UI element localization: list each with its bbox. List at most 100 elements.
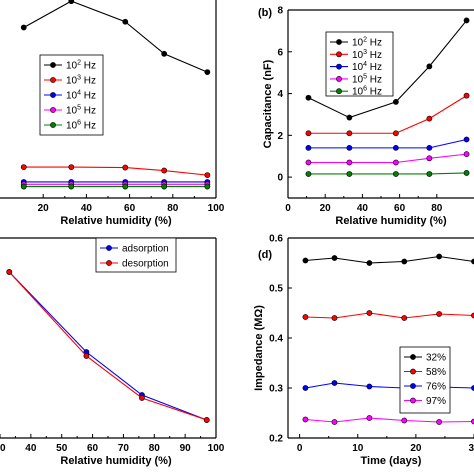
y-tick-label: 6	[277, 47, 283, 58]
legend-label: 106 Hz	[66, 120, 96, 132]
data-point	[305, 130, 312, 137]
data-point	[366, 383, 373, 390]
data-point	[6, 269, 13, 275]
data-point	[302, 314, 309, 320]
series-line	[23, 166, 208, 176]
data-point	[161, 167, 168, 174]
data-point	[68, 183, 75, 190]
legend-label-base: 10	[352, 74, 364, 85]
legend-label-base: 10	[352, 50, 364, 61]
legend-label: 103 Hz	[66, 75, 96, 87]
legend-label-base: 10	[352, 62, 364, 73]
x-tick-label: 60	[87, 443, 99, 454]
axes-frame: 20 40 60 80 100 Relative humidity (%)	[0, 0, 225, 227]
data-point	[392, 159, 399, 166]
legend-label-exponent: 3	[77, 75, 81, 82]
legend-swatch-marker	[50, 62, 56, 68]
data-point	[83, 353, 90, 359]
legend: 32% 58% 76% 97%	[399, 346, 451, 414]
legend-label-exponent: 5	[77, 105, 81, 112]
legend-label-exponent: 3	[363, 49, 367, 56]
legend-swatch-marker	[50, 92, 56, 98]
series-line	[8, 271, 207, 421]
legend-label-unit: Hz	[367, 74, 382, 85]
data-point	[346, 130, 353, 137]
legend-swatch-marker	[410, 368, 416, 375]
data-point	[366, 310, 373, 316]
data-point	[203, 417, 210, 423]
x-tick-label: 100	[208, 203, 225, 214]
legend-label: 102 Hz	[352, 37, 382, 49]
data-point	[426, 171, 433, 177]
data-point	[305, 159, 312, 166]
legend-label-exponent: 2	[77, 60, 81, 67]
data-point	[401, 417, 408, 424]
data-point	[463, 170, 470, 176]
data-point	[68, 0, 75, 5]
axes-frame: 0 20 40 60 80 0 2 4 6 8 Relative humidity (%) Capac…	[258, 6, 474, 227]
y-tick-label: 0.6	[269, 234, 283, 245]
legend-label-unit: Hz	[367, 62, 382, 73]
data-point	[346, 159, 353, 166]
legend-label-base: 10	[66, 121, 78, 132]
data-point	[463, 92, 470, 99]
legend: adsorption desorption	[95, 237, 177, 273]
data-point	[463, 151, 470, 158]
data-point	[122, 164, 129, 171]
data-point	[331, 380, 338, 386]
x-tick-label: 20	[38, 203, 50, 214]
x-tick-label: 80	[149, 443, 161, 454]
y-tick-label: 2	[277, 131, 283, 142]
legend-label-exponent: 6	[77, 120, 81, 127]
data-point	[20, 24, 27, 31]
data-point	[331, 255, 338, 261]
series-line	[305, 417, 474, 423]
legend-label-unit: Hz	[367, 38, 382, 49]
y-tick-label: 8	[277, 6, 283, 17]
data-point	[346, 144, 353, 151]
legend-label: 105 Hz	[66, 105, 96, 117]
legend-label: 105 Hz	[352, 73, 382, 85]
data-point	[68, 164, 75, 170]
legend-label: 106 Hz	[352, 86, 382, 98]
data-point	[305, 94, 312, 101]
axes-frame: 30 40 50 60 70 80 90 100 Relative humidity (%)	[0, 237, 225, 467]
data-point	[392, 144, 399, 151]
x-tick-label: 0	[297, 443, 303, 454]
legend-label: 104 Hz	[66, 90, 96, 102]
legend-label-unit: Hz	[81, 106, 96, 117]
legend-label: 103 Hz	[352, 49, 382, 61]
x-tick-label: 0	[285, 203, 291, 214]
data-point	[305, 171, 312, 177]
data-point	[20, 164, 27, 170]
y-tick-label: 0	[277, 173, 283, 184]
data-point	[122, 18, 129, 25]
x-tick-label: 60	[394, 203, 406, 214]
x-tick-label: 90	[180, 443, 192, 454]
series-line	[305, 255, 474, 264]
legend-swatch-marker	[410, 383, 416, 389]
legend-swatch-marker	[410, 397, 416, 404]
plot-area	[6, 269, 210, 423]
y-axis-title: Impedance (MΩ)	[253, 305, 265, 391]
legend-swatch-marker	[410, 354, 416, 360]
series-line	[308, 138, 467, 149]
x-tick-label: 20	[410, 443, 422, 454]
data-point	[346, 171, 353, 177]
data-point	[463, 136, 470, 143]
y-tick-label: 0.2	[269, 434, 283, 445]
legend-label-base: 10	[66, 106, 78, 117]
legend-label-base: 10	[66, 91, 78, 102]
data-point	[436, 419, 443, 425]
y-tick-label: 0.3	[269, 384, 283, 395]
data-point	[331, 419, 338, 425]
data-point	[426, 155, 433, 162]
panel-c: 30 40 50 60 70 80 90 100 Relative humidity (%) ad…	[0, 237, 225, 467]
data-point	[401, 258, 408, 265]
x-tick-label: 60	[124, 203, 136, 214]
data-point	[366, 260, 373, 266]
x-tick-label: 30	[468, 443, 474, 454]
data-point	[139, 395, 145, 401]
